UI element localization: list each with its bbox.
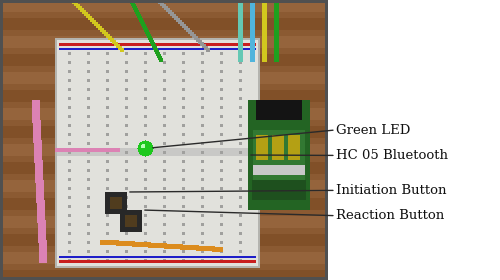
Text: Green LED: Green LED (336, 124, 410, 137)
Text: Initiation Button: Initiation Button (336, 184, 446, 197)
Text: Reaction Button: Reaction Button (336, 209, 444, 222)
Text: HC 05 Bluetooth: HC 05 Bluetooth (336, 149, 448, 162)
